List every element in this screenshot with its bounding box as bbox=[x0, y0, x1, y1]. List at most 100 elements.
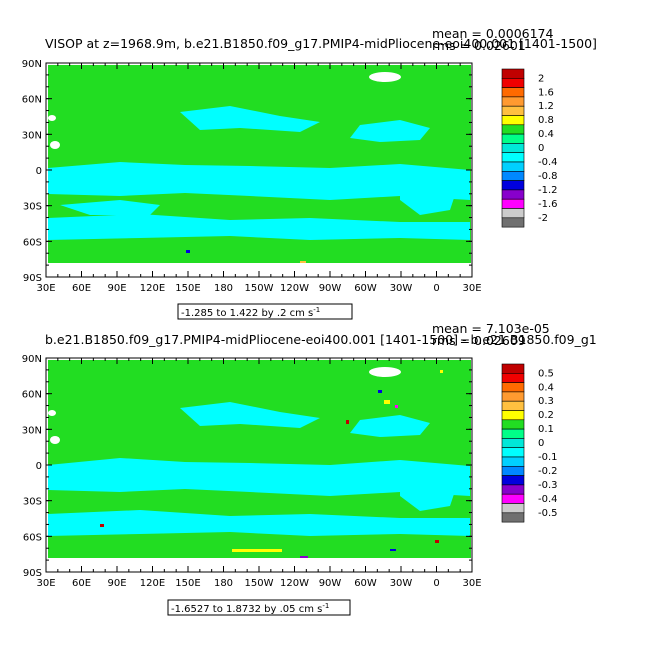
greenland-land bbox=[369, 72, 401, 82]
equatorial-band bbox=[48, 162, 470, 200]
colorbar-label: -0.4 bbox=[538, 494, 558, 505]
colorbar-swatch bbox=[501, 493, 525, 504]
land-patch bbox=[48, 115, 56, 121]
unit-exponent: -1 bbox=[313, 306, 320, 314]
anomaly-marker bbox=[186, 250, 190, 253]
x-tick-label: 30E bbox=[36, 283, 55, 294]
colorbar-swatch bbox=[501, 152, 525, 163]
anomaly-marker bbox=[440, 370, 443, 373]
colorbar-swatch bbox=[501, 428, 525, 439]
colorbar-swatch bbox=[501, 372, 525, 383]
anomaly-marker bbox=[435, 540, 439, 543]
y-tick-label: 30S bbox=[23, 202, 42, 213]
south-atlantic-patch bbox=[400, 464, 460, 511]
colorbar-label: 0.5 bbox=[538, 368, 554, 379]
colorbar-label: -0.2 bbox=[538, 466, 558, 477]
north-pacific-patch bbox=[180, 106, 320, 132]
colorbar-label: 0.3 bbox=[538, 396, 554, 407]
colorbar-swatch bbox=[501, 143, 525, 153]
colorbar: 0.5 0.4 0.3 0.2 0.1 0 -0.1 -0.2 -0.3 -0.4 -0.5 bbox=[501, 363, 558, 523]
colorbar-label: -0.4 bbox=[538, 157, 558, 168]
x-tick-label: 120W bbox=[280, 283, 309, 294]
rms-label: rms = 0.02601 bbox=[432, 38, 526, 53]
colorbar-swatch bbox=[501, 419, 525, 430]
anomaly-marker bbox=[300, 261, 306, 263]
contour-info-text: -1.6527 to 1.8732 by .05 cm s bbox=[171, 604, 322, 615]
southern-band bbox=[48, 510, 470, 536]
colorbar-swatch bbox=[501, 382, 525, 393]
colorbar-swatch bbox=[501, 503, 525, 514]
equatorial-band bbox=[48, 458, 470, 496]
x-tick-label: 90W bbox=[319, 578, 342, 589]
colorbar-label: 0.2 bbox=[538, 410, 554, 421]
colorbar-swatch bbox=[501, 171, 525, 181]
y-axis: 90N 60N 30N 0 30S 60S 90S bbox=[22, 59, 472, 284]
title: VISOP at z=1968.9m, b.e21.B1850.f09_g17.… bbox=[45, 36, 597, 51]
colorbar-swatch bbox=[501, 105, 525, 116]
colorbar-swatch bbox=[501, 391, 525, 402]
southern-band bbox=[48, 214, 470, 240]
x-tick-label: 150E bbox=[175, 578, 200, 589]
colorbar-swatch bbox=[501, 208, 525, 219]
colorbar-swatch bbox=[501, 438, 525, 448]
map-area bbox=[45, 357, 473, 573]
colorbar-swatch bbox=[501, 198, 525, 209]
y-tick-label: 90N bbox=[22, 59, 42, 70]
colorbar-label: -2 bbox=[538, 213, 548, 224]
colorbar-swatch bbox=[501, 87, 525, 98]
x-tick-label: 0 bbox=[433, 283, 439, 294]
anomaly-marker bbox=[346, 420, 349, 424]
x-axis: 30E 60E 90E 120E 150E 180 150W 120W 90W 60W 30W 0 30… bbox=[36, 358, 482, 589]
colorbar-label: 0.4 bbox=[538, 382, 554, 393]
north-pacific-patch bbox=[180, 402, 320, 428]
y-tick-label: 60S bbox=[23, 532, 42, 543]
colorbar-swatch bbox=[501, 465, 525, 476]
x-tick-label: 60E bbox=[72, 578, 91, 589]
colorbar-label: -1.2 bbox=[538, 185, 558, 196]
y-tick-label: 0 bbox=[36, 166, 42, 177]
contour-info-text: -1.285 to 1.422 by .2 cm s bbox=[181, 308, 313, 319]
x-tick-label: 30W bbox=[390, 283, 413, 294]
colorbar-swatch bbox=[501, 133, 525, 144]
y-tick-label: 30N bbox=[22, 130, 42, 141]
colorbar-swatch bbox=[501, 484, 525, 495]
colorbar-swatch bbox=[501, 217, 525, 228]
colorbar-swatch bbox=[501, 96, 525, 107]
greenland-land bbox=[369, 367, 401, 377]
land-patch bbox=[50, 436, 60, 444]
colorbar-swatch bbox=[501, 180, 525, 191]
x-tick-label: 150W bbox=[245, 283, 274, 294]
contour-info-frame bbox=[177, 303, 353, 320]
anomaly-marker bbox=[378, 390, 382, 393]
colorbar-swatch bbox=[501, 400, 525, 411]
x-tick-label: 60W bbox=[354, 578, 377, 589]
x-tick-label: 90E bbox=[107, 283, 126, 294]
x-tick-label: 60W bbox=[354, 283, 377, 294]
anomaly-marker bbox=[100, 524, 104, 527]
colorbar-label: 0 bbox=[538, 438, 544, 449]
colorbar-swatch bbox=[501, 447, 525, 458]
land-patch bbox=[50, 141, 60, 149]
colorbar-swatch bbox=[501, 78, 525, 88]
anomaly-marker bbox=[232, 549, 282, 552]
x-tick-label: 90E bbox=[107, 578, 126, 589]
x-tick-label: 90W bbox=[319, 283, 342, 294]
colorbar-swatch bbox=[501, 475, 525, 486]
x-tick-label: 150E bbox=[175, 283, 200, 294]
y-tick-label: 60N bbox=[22, 390, 42, 401]
y-tick-label: 30N bbox=[22, 425, 42, 436]
x-tick-label: 30E bbox=[462, 283, 481, 294]
colorbar-label: 0.1 bbox=[538, 424, 554, 435]
colorbar-swatch bbox=[501, 189, 525, 200]
y-tick-label: 60S bbox=[23, 237, 42, 248]
y-tick-label: 90S bbox=[23, 273, 42, 284]
colorbar-swatch bbox=[501, 161, 525, 172]
contour-info-box: -1.285 to 1.422 by .2 cm s-1 bbox=[177, 303, 353, 320]
south-atlantic-patch bbox=[400, 168, 460, 215]
colorbar-label: 0.4 bbox=[538, 129, 554, 140]
svg-text:-1.6527 to 1.8732 by .05 cm s-: -1.6527 to 1.8732 by .05 cm s-1 bbox=[171, 602, 329, 615]
colorbar-label: 0 bbox=[538, 143, 544, 154]
svg-text:-1.285 to 1.422 by .2 cm s-1: -1.285 to 1.422 by .2 cm s-1 bbox=[181, 306, 320, 319]
x-tick-label: 120E bbox=[140, 283, 165, 294]
